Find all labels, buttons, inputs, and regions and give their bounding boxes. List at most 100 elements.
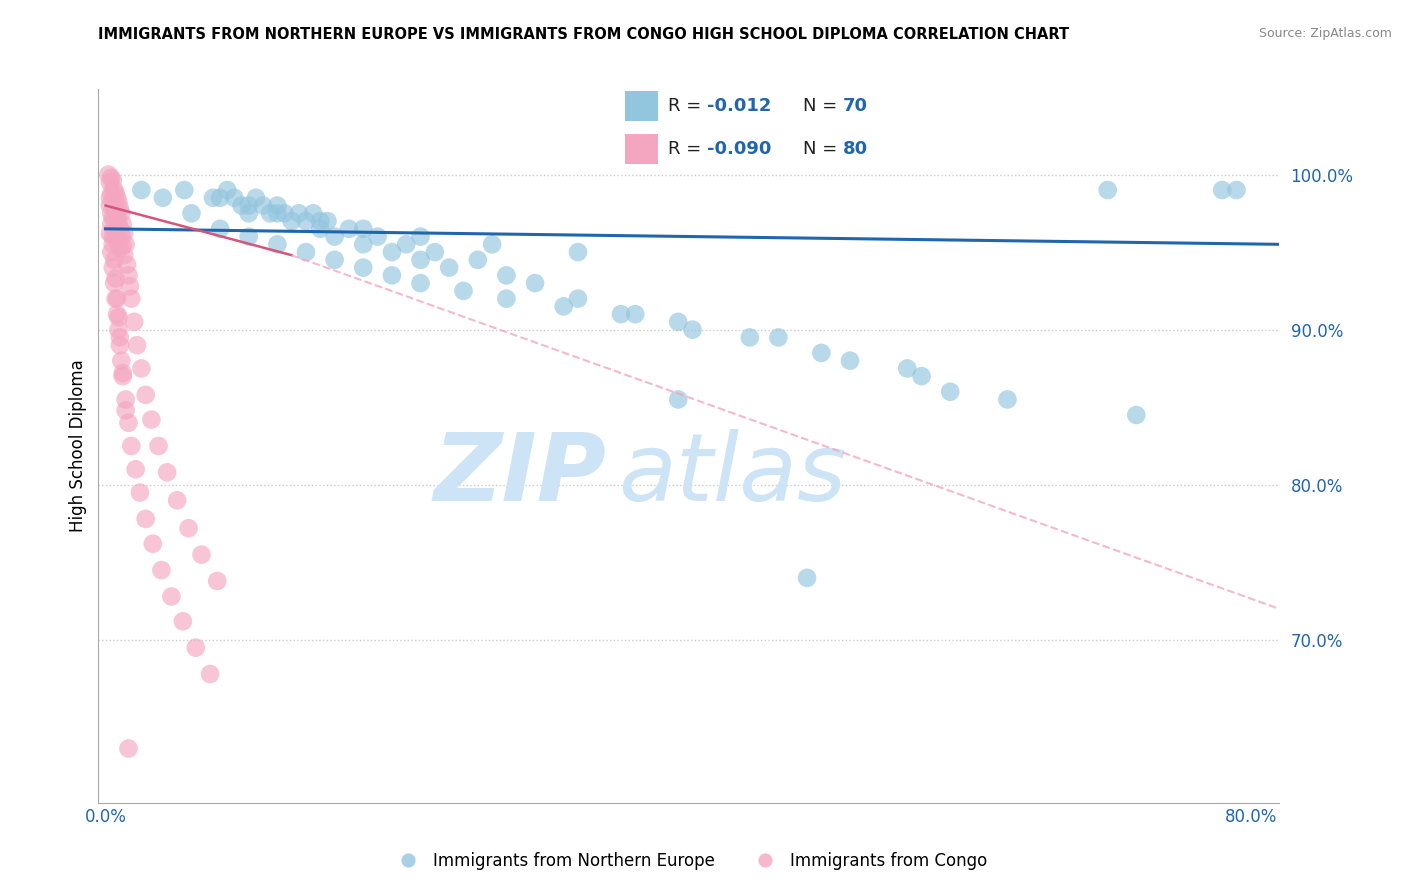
Point — [624, 307, 647, 321]
Point — [252, 198, 274, 212]
Point — [224, 191, 246, 205]
Bar — [624, 91, 658, 120]
Point — [104, 206, 127, 220]
Point — [352, 260, 374, 275]
Point — [409, 229, 432, 244]
Point — [97, 168, 120, 182]
Point — [111, 369, 134, 384]
Point — [316, 214, 339, 228]
Point — [100, 245, 122, 260]
Point — [117, 268, 139, 283]
Point — [131, 361, 153, 376]
Point — [103, 202, 125, 216]
Point — [135, 388, 157, 402]
Point — [201, 191, 224, 205]
Point — [108, 242, 131, 256]
Point — [481, 237, 503, 252]
Point — [129, 485, 152, 500]
Point — [107, 217, 129, 231]
Point — [177, 521, 200, 535]
Point — [108, 330, 131, 344]
Point — [141, 412, 163, 426]
Point — [467, 252, 489, 267]
Point — [245, 191, 267, 205]
Point — [98, 227, 121, 241]
Point — [266, 198, 288, 212]
Bar — [624, 134, 658, 163]
Point — [120, 439, 142, 453]
Point — [395, 237, 418, 252]
Point — [309, 222, 332, 236]
Point — [352, 237, 374, 252]
Point — [567, 245, 589, 260]
Point — [280, 214, 302, 228]
Point — [111, 366, 134, 380]
Point — [273, 206, 295, 220]
Point — [337, 222, 360, 236]
Text: IMMIGRANTS FROM NORTHERN EUROPE VS IMMIGRANTS FROM CONGO HIGH SCHOOL DIPLOMA COR: IMMIGRANTS FROM NORTHERN EUROPE VS IMMIG… — [98, 27, 1070, 42]
Point — [266, 237, 288, 252]
Point — [112, 227, 135, 241]
Point — [184, 640, 207, 655]
Point — [259, 206, 281, 220]
Text: Source: ZipAtlas.com: Source: ZipAtlas.com — [1258, 27, 1392, 40]
Point — [810, 346, 832, 360]
Point — [495, 292, 517, 306]
Text: atlas: atlas — [619, 429, 846, 520]
Point — [100, 186, 122, 201]
Point — [115, 258, 138, 272]
Point — [111, 239, 134, 253]
Point — [910, 369, 932, 384]
Point — [198, 667, 221, 681]
Text: N =: N = — [803, 96, 844, 114]
Point — [495, 268, 517, 283]
Point — [100, 170, 122, 185]
Point — [101, 229, 124, 244]
Point — [110, 227, 132, 242]
Point — [323, 252, 346, 267]
Point — [104, 292, 127, 306]
Point — [939, 384, 962, 399]
Point — [104, 271, 127, 285]
Point — [122, 315, 145, 329]
Point — [796, 571, 818, 585]
Point — [152, 191, 174, 205]
Point — [101, 192, 124, 206]
Point — [180, 206, 202, 220]
Point — [896, 361, 918, 376]
Text: R =: R = — [668, 96, 707, 114]
Y-axis label: High School Diploma: High School Diploma — [69, 359, 87, 533]
Text: -0.012: -0.012 — [707, 96, 772, 114]
Point — [437, 260, 460, 275]
Text: N =: N = — [803, 140, 844, 158]
Point — [131, 183, 153, 197]
Point — [112, 248, 135, 262]
Point — [142, 537, 165, 551]
Point — [98, 191, 121, 205]
Point — [409, 252, 432, 267]
Point — [352, 222, 374, 236]
Point — [302, 206, 325, 220]
Point — [104, 186, 127, 201]
Point — [524, 276, 547, 290]
Point — [207, 574, 229, 588]
Text: 80: 80 — [844, 140, 868, 158]
Point — [101, 237, 124, 252]
Point — [108, 338, 131, 352]
Text: ZIP: ZIP — [433, 428, 606, 521]
Point — [738, 330, 761, 344]
Point — [231, 198, 253, 212]
Point — [238, 206, 260, 220]
Point — [114, 392, 136, 407]
Point — [103, 222, 125, 236]
Point — [173, 183, 195, 197]
Point — [172, 615, 194, 629]
Point — [295, 245, 318, 260]
Point — [453, 284, 475, 298]
Point — [309, 214, 332, 228]
Point — [148, 439, 170, 453]
Point — [108, 202, 131, 216]
Point — [101, 174, 124, 188]
Point — [150, 563, 173, 577]
Point — [114, 237, 136, 252]
